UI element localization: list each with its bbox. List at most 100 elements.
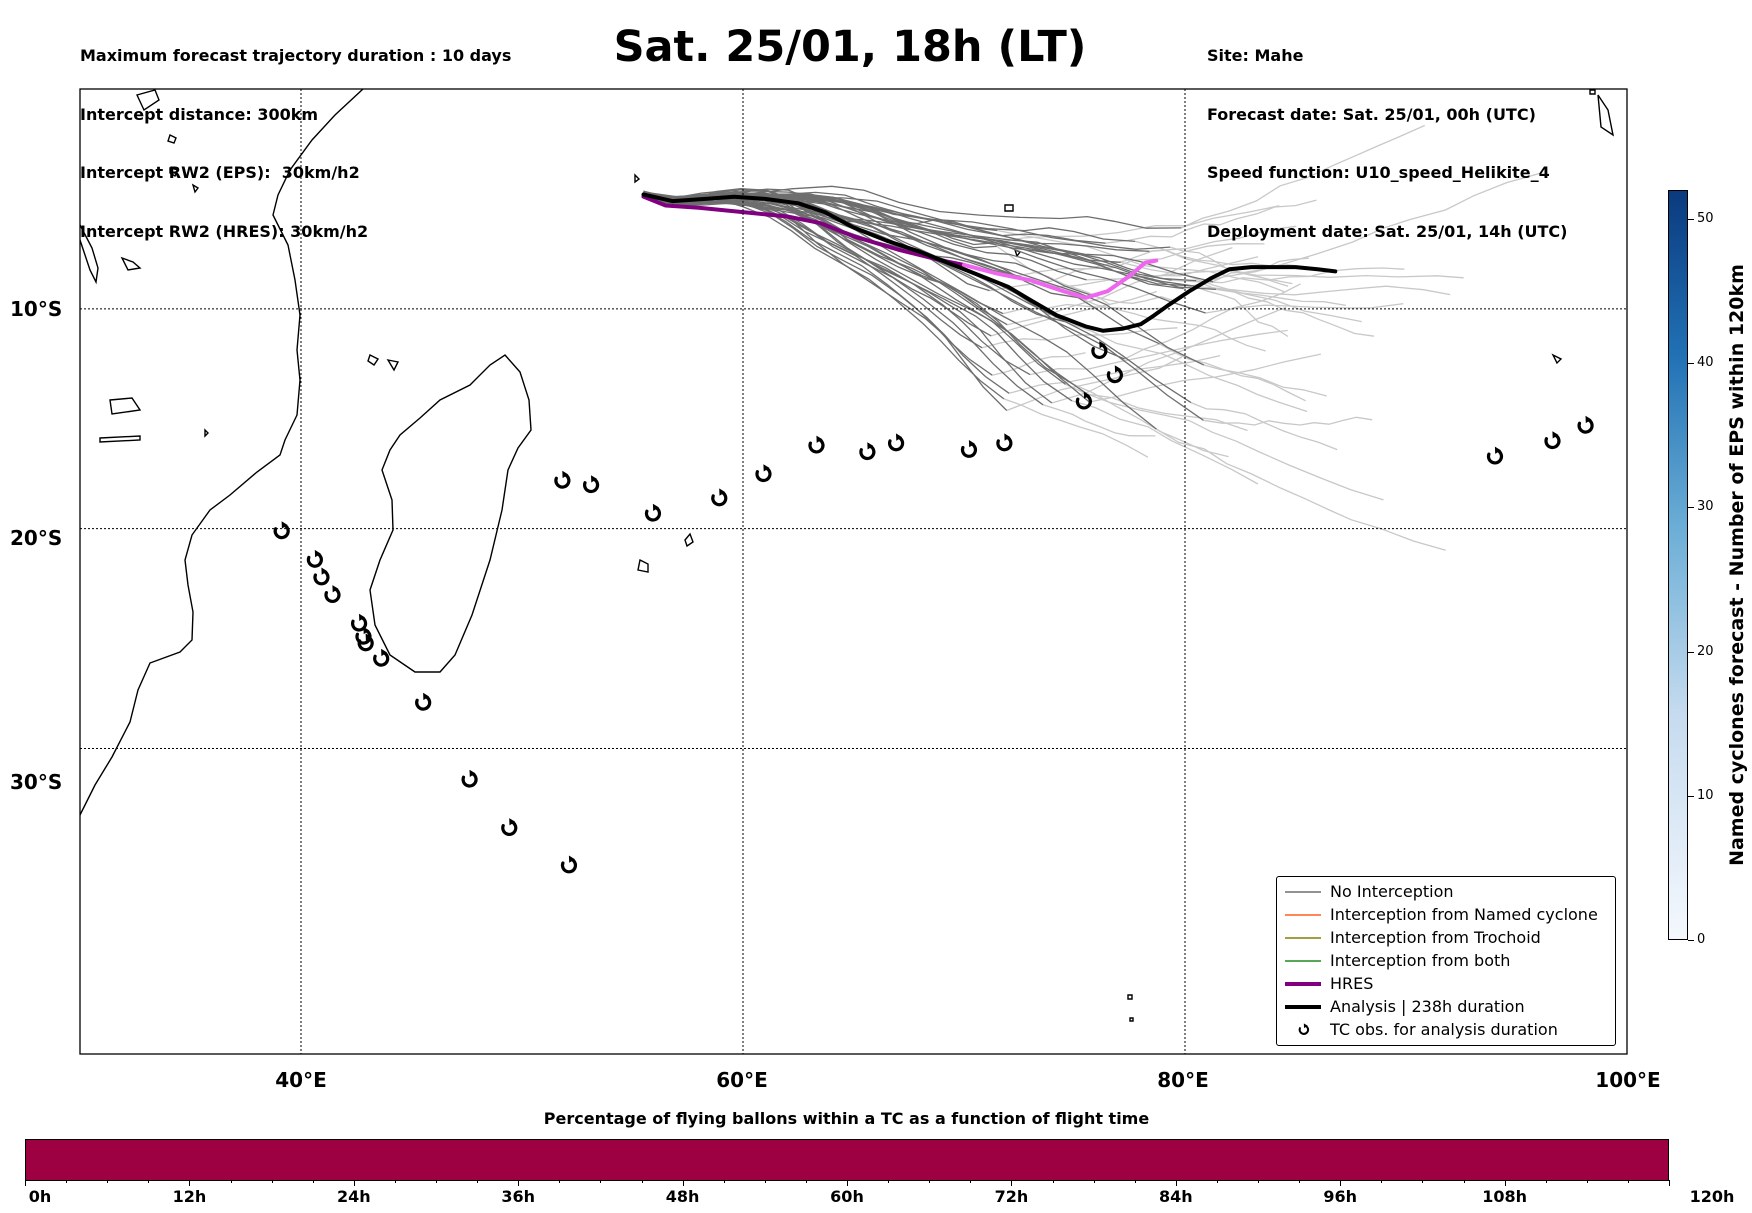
tc-observation-marker xyxy=(808,435,825,454)
cbar-tick xyxy=(1688,507,1694,509)
cbar-tick-label: 30 xyxy=(1697,499,1714,515)
tc-observation-marker xyxy=(415,692,432,711)
legend-line-icon xyxy=(1285,982,1321,986)
eps-track-late xyxy=(1007,246,1233,326)
hcbar-tick xyxy=(1258,1180,1259,1183)
header-left-line: Intercept RW2 (EPS): 30km/h2 xyxy=(80,163,360,182)
legend-label: Analysis | 238h duration xyxy=(1330,997,1525,1016)
lat-label: 30°S xyxy=(10,770,63,794)
legend-label: No Interception xyxy=(1330,882,1454,901)
eps-track xyxy=(643,194,1197,282)
legend-item-tc-obs: TC obs. for analysis duration xyxy=(1277,1018,1615,1041)
cbar-tick xyxy=(1688,363,1694,365)
hcbar-tick xyxy=(66,1180,68,1183)
hcbar-tick xyxy=(1381,1180,1383,1183)
cbar-tick-label: 20 xyxy=(1697,643,1714,659)
eps-track-late xyxy=(1124,283,1301,360)
hcbar-tick xyxy=(641,1180,643,1183)
legend-label: Interception from both xyxy=(1330,951,1511,970)
hcbar-tick xyxy=(764,1180,766,1183)
eps-track-late xyxy=(1192,285,1289,338)
tc-observation-marker xyxy=(644,503,662,522)
horizontal-colorbar xyxy=(25,1139,1669,1181)
hcbar-tick xyxy=(148,1180,150,1183)
eps-track xyxy=(643,193,1184,290)
hcbar-tick xyxy=(1175,1180,1177,1186)
header-right-line: Deployment date: Sat. 25/01, 14h (UTC) xyxy=(1207,221,1568,241)
hcbar-tick xyxy=(1422,1180,1424,1183)
tc-observation-marker xyxy=(711,487,728,507)
legend-label: Interception from Named cyclone xyxy=(1330,905,1598,924)
cbar-tick xyxy=(1688,795,1694,797)
eps-track-late xyxy=(1008,354,1221,394)
eps-track-late xyxy=(1156,428,1446,551)
hcbar-tick xyxy=(1299,1180,1301,1183)
hcbar-tick xyxy=(1216,1180,1218,1183)
hcbar-tick xyxy=(1669,1180,1670,1186)
eps-track-late xyxy=(996,205,1280,244)
hcbar-tick-label: 120h xyxy=(1689,1187,1735,1206)
eps-track-late xyxy=(1105,199,1317,244)
eps-track-late xyxy=(1063,320,1308,413)
legend-item-hres: HRES xyxy=(1277,972,1615,995)
eps-track-late xyxy=(1203,416,1373,426)
legend-line-icon xyxy=(1285,960,1321,962)
hcbar-tick xyxy=(394,1180,396,1183)
eps-track-late xyxy=(1190,401,1338,451)
header-left: Maximum forecast trajectory duration : 1… xyxy=(80,7,511,261)
hcbar-tick xyxy=(189,1180,191,1186)
legend-line-icon xyxy=(1285,914,1321,916)
tc-observation-marker xyxy=(306,549,323,568)
eps-track-late xyxy=(1042,404,1156,437)
hcbar-tick xyxy=(600,1180,602,1183)
lat-label: 10°S xyxy=(10,297,63,321)
legend-label: HRES xyxy=(1330,974,1374,993)
hcbar-tick xyxy=(1463,1180,1465,1183)
header-right-line: Speed function: U10_speed_Helikite_4 xyxy=(1207,163,1550,182)
hcbar-tick xyxy=(1134,1180,1136,1183)
tc-observation-marker xyxy=(960,439,978,458)
eps-track-late xyxy=(1205,303,1404,314)
cbar-tick xyxy=(1688,651,1694,653)
tc-observation-markers xyxy=(273,340,1594,874)
hcbar-tick-label: 48h xyxy=(665,1187,700,1206)
eps-track-late xyxy=(1073,383,1229,458)
eps-track-late xyxy=(1051,306,1287,404)
cbar-tick-label: 10 xyxy=(1697,787,1714,803)
eps-track-late xyxy=(1086,393,1384,501)
eps-track-late xyxy=(1120,261,1362,323)
hres-track-late xyxy=(962,258,1159,300)
hcbar-tick-label: 0h xyxy=(28,1187,52,1206)
analysis-track xyxy=(641,192,1338,333)
header-right-line: Site: Mahe xyxy=(1207,46,1304,65)
header-right-line: Forecast date: Sat. 25/01, 00h (UTC) xyxy=(1207,104,1536,124)
tc-observation-marker xyxy=(324,584,341,604)
tc-observation-marker xyxy=(859,441,876,461)
hcbar-tick xyxy=(25,1180,26,1186)
eps-track-late xyxy=(1029,329,1288,376)
header-right: Site: Mahe Forecast date: Sat. 25/01, 00… xyxy=(1207,7,1567,261)
header-left-line: Intercept RW2 (HRES): 30km/h2 xyxy=(80,221,369,241)
lon-label: 80°E xyxy=(1157,1068,1209,1092)
eps-track-late xyxy=(1003,398,1149,458)
tc-observation-marker xyxy=(1544,430,1561,450)
hcbar-tick xyxy=(847,1180,848,1186)
eps-track-late xyxy=(1065,383,1248,432)
eps-track-late xyxy=(1183,172,1542,290)
cbar-tick-label: 40 xyxy=(1697,355,1714,371)
cbar-tick xyxy=(1688,218,1694,220)
tc-observation-marker xyxy=(501,817,518,837)
hcbar-tick-label: 84h xyxy=(1158,1187,1193,1206)
legend-item-trochoid: Interception from Trochoid xyxy=(1277,926,1615,949)
tc-observation-marker xyxy=(373,648,390,667)
eps-track-late xyxy=(991,290,1157,337)
hcbar-tick-label: 36h xyxy=(501,1187,536,1206)
hcbar-tick xyxy=(271,1180,273,1183)
hres-track xyxy=(641,194,966,267)
hcbar-tick xyxy=(888,1180,890,1183)
page-title: Sat. 25/01, 18h (LT) xyxy=(613,22,1087,72)
eps-track-late xyxy=(1094,295,1173,304)
hcbar-tick xyxy=(1011,1180,1013,1186)
hcbar-tick xyxy=(1545,1180,1547,1183)
